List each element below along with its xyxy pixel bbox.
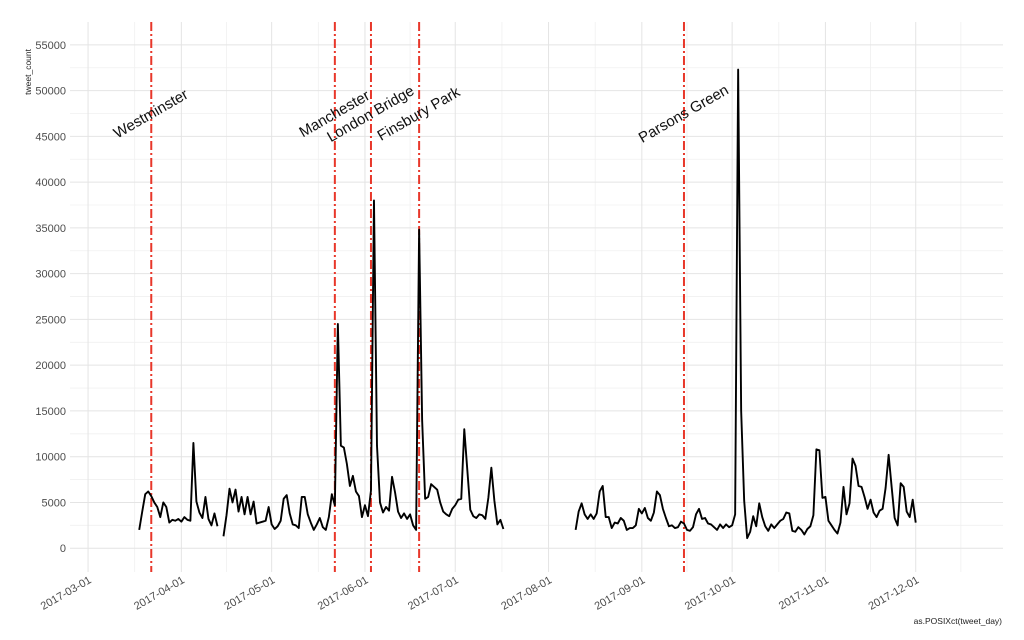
y-tick-label: 15000	[35, 406, 66, 418]
series-lines	[138, 68, 917, 540]
x-tick-label: 2017-12-01	[866, 574, 921, 613]
y-tick-label: 50000	[35, 86, 66, 98]
x-tick-label: 2017-05-01	[222, 574, 277, 613]
y-axis-title: tweet_count	[23, 48, 33, 94]
x-tick-label: 2017-09-01	[593, 574, 648, 613]
x-tick-label: 2017-04-01	[132, 574, 187, 613]
series-line	[222, 199, 505, 537]
y-tick-label: 10000	[35, 452, 66, 464]
y-tick-label: 55000	[35, 40, 66, 52]
series-line	[574, 68, 917, 540]
y-tick-label: 40000	[35, 177, 66, 189]
x-tick-label: 2017-10-01	[683, 574, 738, 613]
x-tick-label: 2017-11-01	[777, 574, 831, 612]
y-tick-label: 45000	[35, 131, 66, 143]
axis-ticks: 0 5000 10000 15000 20000 25000 30000 35000 40000…	[35, 40, 921, 613]
x-tick-label: 2017-06-01	[316, 574, 371, 613]
y-tick-label: 0	[60, 543, 66, 555]
x-tick-label: 2017-07-01	[406, 574, 461, 613]
x-axis-title: as.POSIXct(tweet_day)	[914, 616, 1003, 626]
series-line	[138, 442, 219, 531]
x-tick-label: 2017-03-01	[39, 574, 94, 613]
y-tick-label: 5000	[42, 497, 66, 509]
y-tick-label: 25000	[35, 314, 66, 326]
x-tick-label: 2017-08-01	[499, 574, 554, 613]
y-tick-label: 20000	[35, 360, 66, 372]
y-tick-label: 35000	[35, 223, 66, 235]
y-tick-label: 30000	[35, 269, 66, 281]
grid-lines	[70, 22, 1003, 572]
